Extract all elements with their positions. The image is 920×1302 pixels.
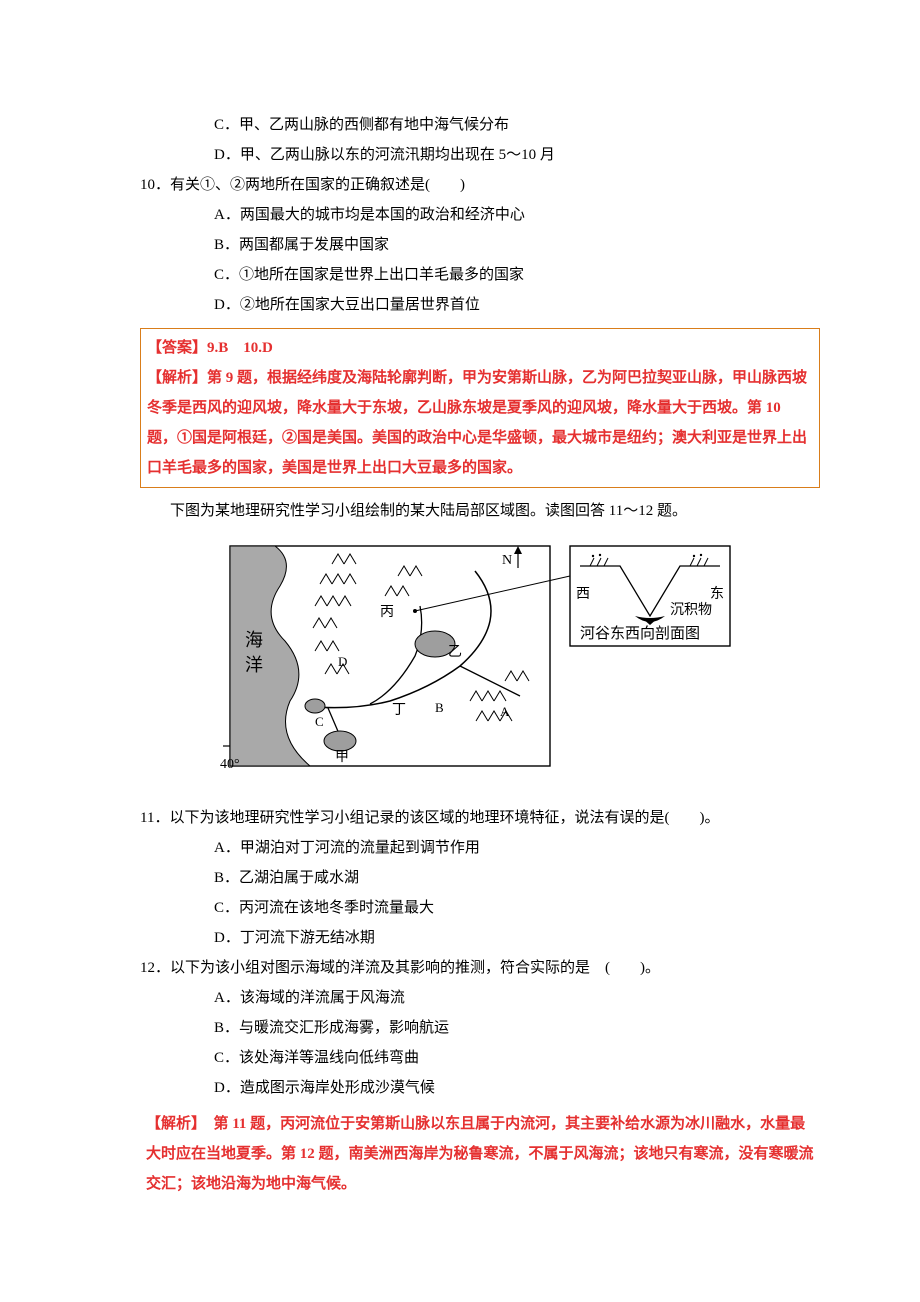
q12-option-c: C．该处海洋等温线向低纬弯曲	[140, 1043, 820, 1073]
svg-text:沉积物: 沉积物	[670, 602, 712, 618]
q12-stem: 12．以下为该小组对图示海域的洋流及其影响的推测，符合实际的是 ( )。	[140, 953, 820, 983]
svg-text:D: D	[338, 654, 347, 669]
q9-option-c: C．甲、乙两山脉的西侧都有地中海气候分布	[140, 110, 820, 140]
q11-stem: 11．以下为该地理研究性学习小组记录的该区域的地理环境特征，说法有误的是( )。	[140, 803, 820, 833]
q12-option-b: B．与暖流交汇形成海雾，影响航运	[140, 1013, 820, 1043]
q12-option-d: D．造成图示海岸处形成沙漠气候	[140, 1073, 820, 1103]
svg-text:40°: 40°	[220, 757, 240, 772]
svg-text:丙: 丙	[380, 605, 394, 620]
answer-11-12-body: 【解析】 第 11 题，丙河流位于安第斯山脉以东且属于内流河，其主要补给水源为冰…	[146, 1109, 814, 1199]
q10-option-c: C．①地所在国家是世界上出口羊毛最多的国家	[140, 260, 820, 290]
svg-text:B: B	[435, 700, 444, 715]
answer-box-11-12: 【解析】 第 11 题，丙河流位于安第斯山脉以东且属于内流河，其主要补给水源为冰…	[140, 1109, 820, 1199]
q10-option-a: A．两国最大的城市均是本国的政治和经济中心	[140, 200, 820, 230]
q9-option-d: D．甲、乙两山脉以东的河流汛期均出现在 5～10 月	[140, 140, 820, 170]
svg-text:A: A	[500, 704, 510, 719]
q10-option-b: B．两国都属于发展中国家	[140, 230, 820, 260]
answer-box-9-10: 【答案】9.B 10.D 【解析】第 9 题，根据经纬度及海陆轮廓判断，甲为安第…	[140, 328, 820, 488]
map-svg: 40° 海 洋	[220, 536, 740, 776]
svg-text:河谷东西向剖面图: 河谷东西向剖面图	[580, 625, 700, 642]
q11-option-c: C．丙河流在该地冬季时流量最大	[140, 893, 820, 923]
svg-text:C: C	[315, 714, 324, 729]
q11-option-d: D．丁河流下游无结冰期	[140, 923, 820, 953]
figure-region-map: 40° 海 洋	[140, 536, 820, 787]
svg-text:东: 东	[710, 586, 724, 602]
q12-option-a: A．该海域的洋流属于风海流	[140, 983, 820, 1013]
answer-9-10-title: 【答案】9.B 10.D	[147, 333, 813, 363]
intro-11-12: 下图为某地理研究性学习小组绘制的某大陆局部区域图。读图回答 11～12 题。	[140, 496, 820, 526]
svg-text:乙: 乙	[448, 644, 462, 660]
svg-text:海: 海	[245, 630, 263, 650]
q10-option-d: D．②地所在国家大豆出口量居世界首位	[140, 290, 820, 320]
svg-text:N: N	[502, 553, 512, 568]
svg-text:西: 西	[576, 587, 590, 602]
q11-option-a: A．甲湖泊对丁河流的流量起到调节作用	[140, 833, 820, 863]
svg-text:洋: 洋	[245, 655, 263, 675]
svg-text:甲: 甲	[335, 750, 349, 765]
q11-option-b: B．乙湖泊属于咸水湖	[140, 863, 820, 893]
svg-text:丁: 丁	[392, 703, 406, 718]
q10-stem: 10．有关①、②两地所在国家的正确叙述是( )	[140, 170, 820, 200]
answer-9-10-body: 【解析】第 9 题，根据经纬度及海陆轮廓判断，甲为安第斯山脉，乙为阿巴拉契亚山脉…	[147, 363, 813, 483]
